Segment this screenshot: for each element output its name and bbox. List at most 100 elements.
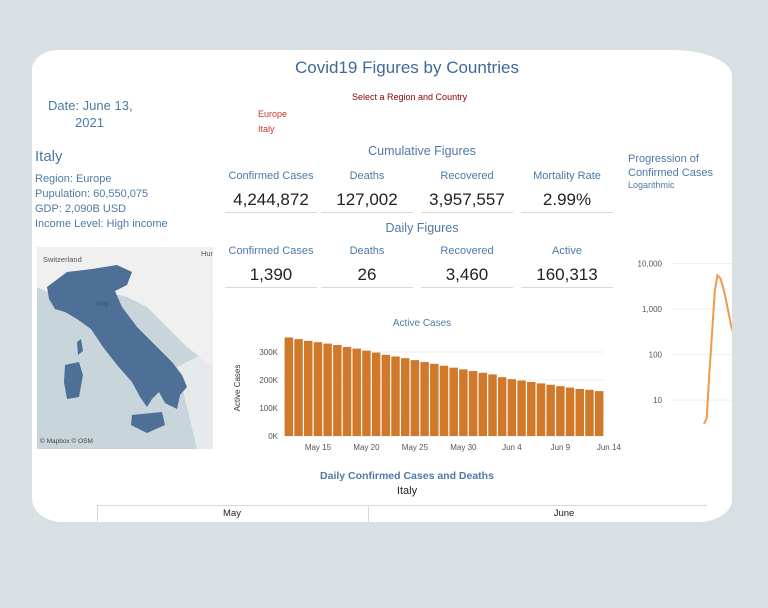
daily-chart-title: Daily Confirmed Cases and Deaths [320,470,494,482]
progression-subtitle: Logarithmic [628,180,675,190]
country-map[interactable]: Switzerland Italy Hun © Mapbox © OSM [37,247,213,449]
map-label-hungary: Hun [201,249,213,258]
active-bar[interactable] [536,383,546,436]
map-land-east [177,307,213,449]
active-bar[interactable] [527,381,536,436]
active-bar[interactable] [439,365,449,436]
map-attribution[interactable]: © Mapbox © OSM [40,438,93,445]
progression-y-tick-label: 10,000 [638,259,663,268]
active-bar[interactable] [575,388,585,436]
active-bar[interactable] [546,384,555,436]
dashboard-screen: Covid19 Figures by Countries Date: June … [32,50,732,522]
active-bar[interactable] [410,360,420,436]
active-bar[interactable] [517,380,526,436]
progression-y-tick-label: 100 [649,351,663,360]
daily-value-confirmed: 1,390 [225,265,317,288]
progression-y-tick-label: 10 [653,396,662,405]
map-corsica [77,339,83,355]
active-bar[interactable] [430,363,439,436]
active-bar[interactable] [303,340,313,436]
cumulative-value-mortality: 2.99% [521,190,613,213]
daily-chart-subtitle: Italy [396,485,418,497]
active-bar[interactable] [497,377,507,436]
active-bar[interactable] [565,387,575,436]
active-bar[interactable] [333,345,342,436]
daily-axis-label-june: June [553,508,575,519]
active-x-tick-label: May 25 [402,443,429,452]
daily-label-recovered: Recovered [440,245,494,257]
active-bar[interactable] [420,362,429,436]
map-label-italy: Italy [95,299,109,308]
daily-title: Daily Figures [385,221,459,235]
country-income: Income Level: High income [35,218,168,230]
progression-y-tick-label: 1,000 [642,305,663,314]
cumulative-value-deaths: 127,002 [321,190,413,213]
active-bar[interactable] [391,356,400,436]
active-bar[interactable] [294,339,303,436]
active-bar[interactable] [449,367,458,436]
active-x-tick-label: Jun 4 [502,443,522,452]
active-bar[interactable] [594,391,604,436]
cumulative-title: Cumulative Figures [368,144,476,158]
active-x-tick-label: May 15 [305,443,332,452]
active-cases-chart[interactable]: Active Cases 0K 100K 200K 300K May 15 May 20… [228,332,624,456]
dashboard-title: Covid19 Figures by Countries [295,58,519,77]
active-bar[interactable] [556,386,565,436]
country-gdp: GDP: 2,090B USD [35,203,127,215]
active-x-tick-label: Jun 14 [597,443,622,452]
map-italy-sardinia [64,362,83,399]
active-bar[interactable] [371,352,381,436]
map-label-switzerland: Switzerland [43,255,82,264]
daily-label-deaths: Deaths [349,245,385,257]
active-x-tick-label: Jun 9 [551,443,571,452]
date-line-2: 2021 [75,115,104,130]
active-bar[interactable] [342,346,352,436]
cumulative-value-recovered: 3,957,557 [421,190,513,213]
daily-axis-mid-divider [368,506,369,522]
active-bar[interactable] [381,354,391,436]
cumulative-label-confirmed: Confirmed Cases [228,170,314,182]
map-italy-sicily [131,412,165,433]
filter-title: Select a Region and Country [352,92,468,102]
active-y-tick-label: 200K [259,376,278,385]
daily-value-deaths: 26 [321,265,413,288]
active-bar[interactable] [400,358,410,436]
active-x-tick-label: May 30 [450,443,477,452]
active-bar[interactable] [284,337,294,436]
active-bar[interactable] [362,350,371,436]
cumulative-label-mortality: Mortality Rate [533,170,601,182]
active-bar[interactable] [323,343,332,436]
active-y-tick-label: 300K [259,348,278,357]
active-y-tick-label: 100K [259,404,278,413]
daily-axis-left-divider [97,506,98,522]
progression-line [703,273,732,425]
active-bar[interactable] [468,371,478,436]
active-bar[interactable] [459,369,468,436]
active-bar[interactable] [313,342,323,436]
daily-value-active: 160,313 [521,265,613,288]
cumulative-label-recovered: Recovered [440,170,494,182]
daily-value-recovered: 3,460 [421,265,513,288]
active-bar[interactable] [585,389,594,436]
progression-title: Progression of Confirmed Cases [628,152,732,180]
daily-label-active: Active [552,245,582,257]
map-italy-mainland [47,265,187,409]
progression-title-text: Progression of Confirmed Cases [628,153,713,179]
country-region: Region: Europe [35,173,112,185]
daily-axis-label-may: May [223,508,241,519]
filter-country[interactable]: Italy [258,124,275,134]
active-bar[interactable] [478,372,488,436]
map-svg [37,247,213,449]
date-label: Date: June 13, 2021 [48,97,133,131]
active-bar[interactable] [352,348,361,436]
active-x-tick-label: May 20 [353,443,380,452]
active-y-tick-label: 0K [268,432,278,441]
active-bar[interactable] [507,379,517,436]
country-population: Pupulation: 60,550,075 [35,188,149,200]
country-name: Italy [35,148,63,165]
progression-chart[interactable]: 10 100 1,000 10,000 [624,220,732,438]
daily-label-confirmed: Confirmed Cases [228,245,314,257]
active-bar[interactable] [488,374,497,436]
active-chart-title: Active Cases [392,318,452,329]
filter-region[interactable]: Europe [258,109,288,119]
